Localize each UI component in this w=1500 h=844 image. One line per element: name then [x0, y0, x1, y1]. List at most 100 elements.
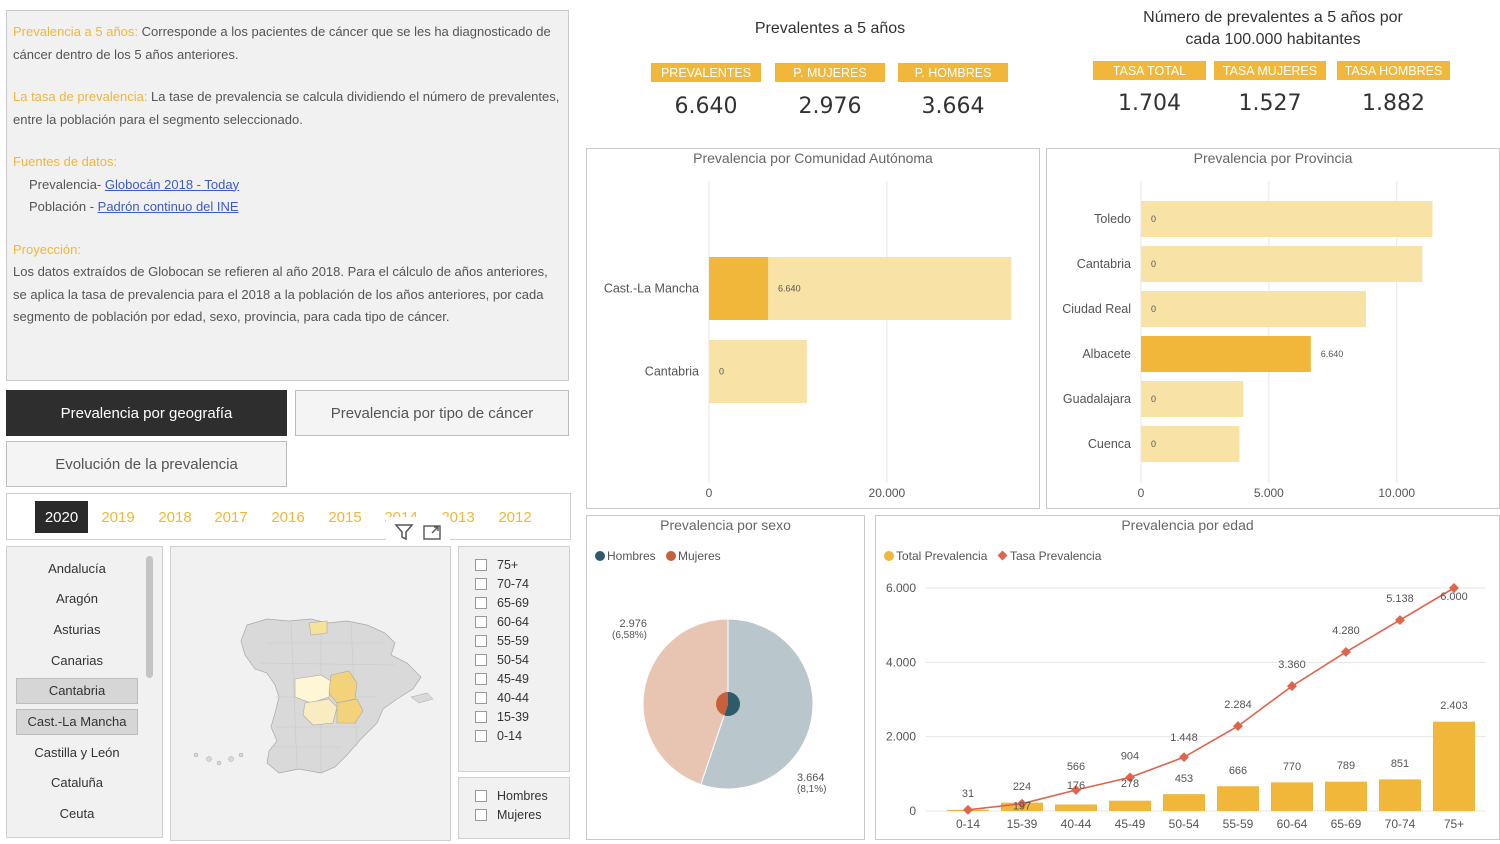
year-2019[interactable]: 2019	[101, 508, 135, 526]
age-filter-item[interactable]: 75+	[475, 555, 518, 574]
age-filter-item[interactable]: 55-59	[475, 631, 529, 650]
age-filter-label: 40-44	[497, 690, 529, 705]
map-islands	[193, 692, 434, 766]
tasa-point	[1125, 772, 1135, 783]
checkbox[interactable]	[475, 710, 487, 723]
line-data-label: 197	[1013, 801, 1031, 813]
legend-marker	[997, 550, 1008, 561]
age-filter-label: 15-39	[497, 709, 529, 724]
checkbox[interactable]	[475, 577, 487, 590]
legend-marker	[884, 551, 894, 561]
age-filter-item[interactable]: 50-54	[475, 650, 529, 669]
region-item[interactable]: Cataluña	[50, 775, 104, 791]
age-filter-label: 70-74	[497, 576, 529, 591]
x-tick-label: 65-69	[1331, 817, 1362, 831]
globocan-link[interactable]: Globocán 2018 - Today	[104, 176, 240, 192]
spain-mainland[interactable]	[240, 618, 422, 774]
sex-chart-panel: Prevalencia por sexo Hombres Mujeres 3.664…	[586, 515, 865, 840]
checkbox[interactable]	[475, 653, 487, 666]
map-toledo[interactable]	[294, 674, 332, 704]
region-item[interactable]: Asturias	[53, 621, 101, 637]
checkbox[interactable]	[475, 596, 487, 609]
bar-data-label: 278	[1121, 778, 1139, 790]
age-filter-label: 60-64	[497, 614, 529, 629]
y-tick-label: 0	[909, 804, 916, 818]
age-bar	[1379, 779, 1421, 811]
year-2017[interactable]: 2017	[214, 508, 248, 526]
spain-map[interactable]	[170, 546, 451, 841]
sex-filter-item[interactable]: Mujeres	[475, 805, 541, 824]
pie-inner-slice	[715, 692, 728, 716]
x-tick-label: 75+	[1444, 817, 1464, 831]
checkbox[interactable]	[475, 672, 487, 685]
age-filter-item[interactable]: 15-39	[475, 707, 529, 726]
region-item[interactable]: Cantabria	[16, 677, 138, 704]
kpi1-label-prevalentes: PREVALENTES	[651, 63, 761, 82]
age-filter-item[interactable]: 45-49	[475, 669, 529, 688]
prov-chart: 0 5.000 10.000 Toledo 0 Cantabria 0 Ciudad Real…	[1062, 181, 1433, 500]
map-ciudad-real[interactable]	[302, 698, 338, 726]
kpi1-value-mujeres: 2.976	[798, 94, 862, 119]
age-filter-item[interactable]: 40-44	[475, 688, 529, 707]
year-2018[interactable]: 2018	[158, 508, 192, 526]
year-2020[interactable]: 2020	[35, 501, 88, 533]
line-data-label: 4.280	[1332, 625, 1360, 637]
kpi1-label-mujeres: P. MUJERES	[775, 63, 885, 82]
background-bar	[709, 340, 807, 403]
x-tick-label: 10.000	[1378, 486, 1415, 500]
value-bar	[709, 257, 769, 320]
region-item[interactable]: Cast.-La Mancha	[16, 708, 138, 735]
year-2012[interactable]: 2012	[498, 508, 532, 526]
bar-data-label: 31	[962, 788, 974, 800]
year-2015[interactable]: 2015	[328, 508, 362, 526]
x-tick-label: 70-74	[1385, 817, 1416, 831]
map-cantabria[interactable]	[308, 620, 328, 636]
legend-marker	[666, 551, 676, 561]
age-filter-item[interactable]: 70-74	[475, 574, 529, 593]
x-tick-label: 50-54	[1169, 817, 1200, 831]
region-item[interactable]: Canarias	[50, 652, 104, 668]
fuente1-prefix: Prevalencia-	[29, 176, 105, 192]
checkbox[interactable]	[475, 558, 487, 571]
x-tick-label: 20.000	[869, 486, 906, 500]
age-filter-item[interactable]: 65-69	[475, 593, 529, 612]
proy-title: Proyección:	[13, 241, 81, 257]
checkbox[interactable]	[475, 615, 487, 628]
checkbox[interactable]	[475, 808, 487, 821]
checkbox[interactable]	[475, 691, 487, 704]
nav-geo-button[interactable]: Prevalencia por geografía	[6, 390, 287, 436]
line-data-label: 904	[1121, 750, 1139, 762]
checkbox[interactable]	[475, 634, 487, 647]
checkbox[interactable]	[475, 729, 487, 742]
map-albacete[interactable]	[336, 698, 364, 724]
sex-filter-item[interactable]: Hombres	[475, 786, 548, 805]
x-tick-label: 5.000	[1254, 486, 1284, 500]
data-label: 0	[1151, 439, 1156, 449]
region-item[interactable]: Andalucía	[48, 560, 106, 576]
checkbox[interactable]	[475, 789, 487, 802]
y-category-label: Cantabria	[645, 365, 699, 379]
year-slicer: 2020 2019 2018 2017 2016 2015 2014 2013 …	[6, 493, 571, 540]
year-2016[interactable]: 2016	[271, 508, 305, 526]
fuente2-prefix: Población -	[29, 199, 98, 214]
region-item[interactable]: Ceuta	[59, 806, 95, 822]
line-data-label: 3.360	[1278, 659, 1306, 671]
ine-link[interactable]: Padrón continuo del INE	[97, 199, 239, 214]
age-filter-item[interactable]: 0-14	[475, 726, 522, 745]
kpi2-value-hombres: 1.882	[1362, 91, 1425, 116]
nav-tipo-button[interactable]: Prevalencia por tipo de cáncer	[295, 390, 569, 436]
pie-data-label: 2.976	[619, 618, 647, 630]
bar-data-label: 770	[1283, 761, 1301, 773]
region-item[interactable]: Castilla y León	[34, 744, 120, 760]
map-cuenca[interactable]	[328, 670, 358, 704]
region-scrollbar[interactable]	[146, 556, 153, 678]
age-filter-item[interactable]: 60-64	[475, 612, 529, 631]
region-item[interactable]: Aragón	[56, 591, 98, 607]
filter-icon[interactable]	[393, 521, 415, 543]
tasa-point	[963, 804, 973, 815]
y-category-label: Ciudad Real	[1062, 302, 1131, 316]
nav-evol-button[interactable]: Evolución de la prevalencia	[6, 441, 287, 487]
pie-percent-label: (6,58%)	[612, 630, 647, 641]
age-filter-label: 0-14	[497, 728, 523, 743]
focus-mode-icon[interactable]	[421, 521, 443, 543]
